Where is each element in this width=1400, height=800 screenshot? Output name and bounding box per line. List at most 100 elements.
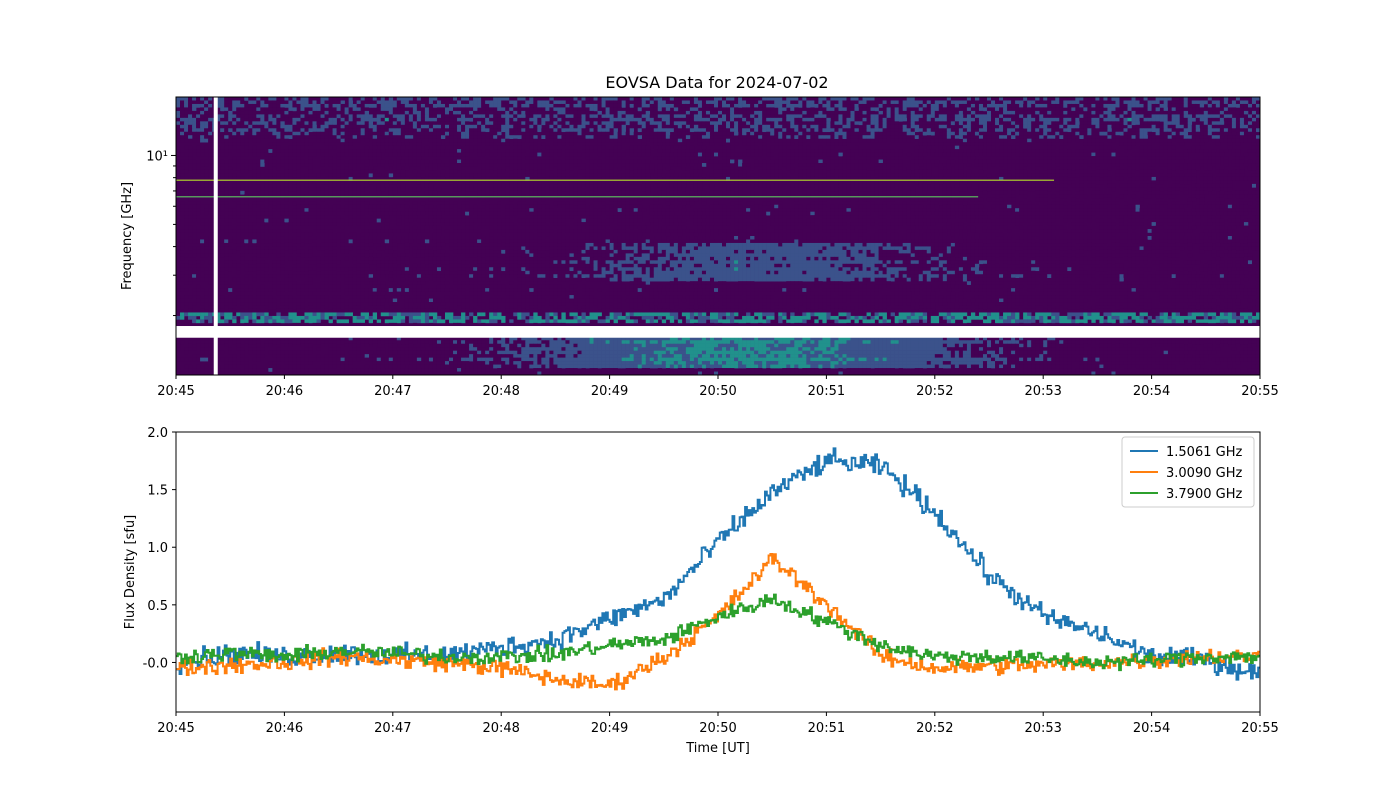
spectrogram-cell: [1195, 138, 1201, 143]
spectrogram-cell: [814, 166, 819, 171]
spectrogram-cell: [1211, 131, 1217, 136]
spectrogram-cell: [432, 114, 438, 119]
spectrogram-cell: [645, 159, 651, 164]
spectrogram-cell: [726, 117, 731, 122]
spectrogram-cell: [922, 152, 928, 157]
spectrogram-cell: [1131, 163, 1136, 167]
spectrogram-cell: [469, 100, 474, 105]
spectrogram-cell: [1007, 152, 1012, 157]
spectrogram-cell: [364, 128, 370, 133]
spectrogram-cell: [557, 149, 562, 153]
spectrogram-cell: [436, 135, 442, 139]
spectrogram-cell: [689, 156, 695, 160]
spectrogram-cell: [693, 124, 699, 129]
spectrogram-cell: [449, 103, 454, 108]
spectrogram-cell: [380, 103, 386, 108]
spectrogram-cell: [501, 114, 506, 119]
spectrogram-cell: [1167, 128, 1172, 133]
spectrogram-cell: [858, 166, 863, 171]
spectrogram-cell: [565, 173, 570, 178]
spectrogram-cell: [1123, 159, 1128, 164]
spectrogram-cell: [665, 173, 671, 178]
spectrogram-cell: [1139, 135, 1144, 139]
spectrogram-cell: [926, 117, 932, 122]
spectrogram-cell: [858, 159, 863, 164]
spectrogram-cell: [176, 176, 181, 181]
spectrogram-cell: [268, 114, 273, 119]
spectrogram-cell: [1255, 135, 1261, 139]
spectrogram-cell: [1231, 159, 1237, 164]
spectrogram-cell: [677, 180, 683, 185]
spectrogram-cell: [517, 142, 522, 146]
spectrogram-cell: [180, 135, 185, 139]
spectrogram-cell: [770, 100, 775, 105]
spectrogram-cell: [1023, 124, 1028, 129]
spectrogram-cell: [1039, 163, 1044, 167]
spectrogram-cell: [850, 124, 855, 129]
spectrogram-cell: [734, 142, 739, 146]
spectrogram-cell: [637, 152, 643, 157]
spectrogram-cell: [995, 159, 1000, 164]
spectrogram-cell: [758, 169, 763, 174]
spectrogram-cell: [184, 166, 189, 171]
spectrogram-cell: [693, 180, 699, 185]
spectrogram-cell: [1155, 159, 1160, 164]
spectrogram-cell: [272, 152, 277, 157]
spectrogram-cell: [252, 103, 257, 108]
spectrogram-cell: [1183, 135, 1189, 139]
spectrogram-cell: [999, 135, 1004, 139]
spectrogram-cell: [1119, 117, 1124, 122]
spectrogram-cell: [461, 176, 466, 181]
spectrogram-cell: [565, 114, 570, 119]
spectrogram-cell: [1119, 128, 1124, 133]
spectrogram-cell: [830, 156, 835, 160]
spectrogram-cell: [991, 124, 996, 129]
spectrogram-cell: [613, 149, 618, 153]
spectrogram-cell: [926, 159, 932, 164]
spectrogram-cell: [485, 163, 490, 167]
spectrogram-cell: [513, 135, 518, 139]
spectrogram-cell: [1179, 176, 1185, 181]
spectrogram-cell: [461, 156, 466, 160]
spectrogram-cell: [424, 107, 430, 112]
spectrogram-cell: [890, 163, 895, 167]
spectrogram-cell: [348, 135, 353, 139]
spectrogram-cell: [477, 114, 482, 119]
spectrogram-cell: [236, 166, 241, 171]
spectrogram-cell: [521, 103, 526, 108]
spectrogram-cell: [814, 114, 819, 119]
spectrogram-cell: [898, 163, 903, 167]
spectrogram-cell: [220, 180, 225, 185]
spectrogram-cell: [786, 163, 791, 167]
spectrogram-cell: [1171, 135, 1176, 139]
spectrogram-cell: [1103, 100, 1108, 105]
spectrogram-cell: [561, 163, 566, 167]
spectrogram-cell: [918, 103, 924, 108]
spectrogram-cell: [1123, 110, 1128, 115]
spectrogram-cell: [497, 135, 502, 139]
spectrogram-cell: [818, 103, 823, 108]
spectrogram-cell: [798, 131, 803, 136]
spectrogram-cell: [762, 121, 767, 126]
spectrogram-cell: [320, 135, 325, 139]
spectrogram-cell: [1103, 128, 1108, 133]
spectrogram-cell: [601, 145, 606, 150]
spectrogram-cell: [1219, 135, 1225, 139]
spectrogram-cell: [637, 107, 643, 112]
spectrogram-cell: [569, 166, 574, 171]
spectrogram-cell: [1055, 100, 1060, 105]
spectrogram-cell: [1211, 114, 1217, 119]
spectrogram-cell: [665, 166, 671, 171]
spectrogram-cell: [709, 128, 715, 133]
spectrogram-cell: [922, 110, 928, 115]
spectrogram-cell: [633, 159, 638, 164]
spectrogram-cell: [553, 110, 558, 115]
spectrogram-cell: [1219, 100, 1225, 105]
spectrogram-cell: [348, 159, 353, 164]
spectrogram-cell: [557, 121, 562, 126]
spectrogram-cell: [718, 110, 723, 115]
spectrogram-cell: [902, 114, 907, 119]
spectrogram-cell: [565, 138, 570, 143]
spectrogram-cell: [465, 117, 470, 122]
spectrogram-cell: [180, 131, 185, 136]
